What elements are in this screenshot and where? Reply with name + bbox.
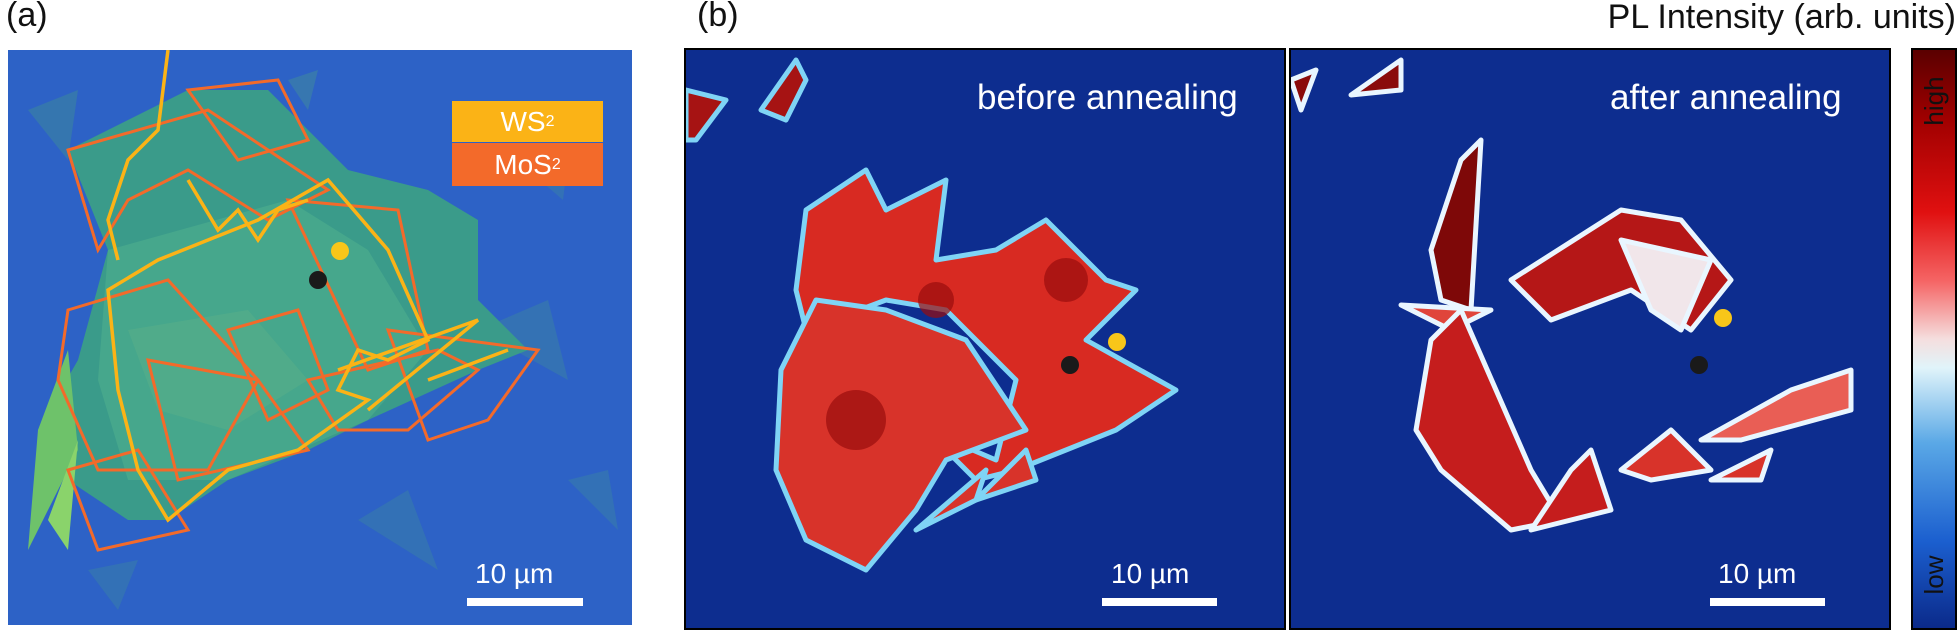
pl-colorbar [1911, 48, 1957, 630]
legend-mos2-subscript: 2 [551, 155, 561, 173]
legend-ws2-name: WS [500, 105, 546, 137]
legend-ws2: WS 2 [452, 101, 603, 142]
legend-mos2-name: MoS [494, 148, 552, 180]
panel-b-label: (b) [697, 0, 739, 34]
caption-before-annealing: before annealing [977, 78, 1238, 117]
colorbar-high-label: high [1919, 76, 1949, 126]
caption-after-annealing: after annealing [1610, 78, 1842, 117]
legend-ws2-subscript: 2 [545, 112, 555, 130]
pl-map-before [684, 48, 1286, 630]
panel-a-label: (a) [6, 0, 48, 34]
scale-bar-a [467, 598, 583, 606]
scale-bar-label-after: 10 µm [1718, 558, 1797, 589]
colorbar-low-label: low [1919, 555, 1949, 595]
pl-intensity-title: PL Intensity (arb. units) [1607, 0, 1956, 36]
scale-bar-label-before: 10 µm [1111, 558, 1190, 589]
scale-bar-after [1710, 598, 1825, 606]
pl-map-after [1289, 48, 1891, 630]
legend-mos2: MoS 2 [452, 143, 603, 186]
scale-bar-label-a: 10 µm [475, 558, 554, 589]
scale-bar-before [1102, 598, 1217, 606]
